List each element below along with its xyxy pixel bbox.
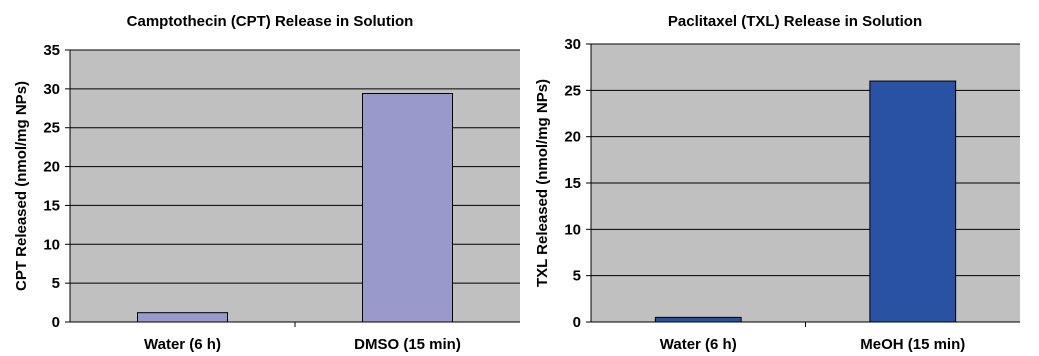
y-tick-label: 10 [564, 221, 581, 238]
bar [869, 80, 957, 323]
cpt-chart: Camptothecin (CPT) Release in Solution C… [13, 13, 520, 353]
x-tick-label: Water (6 h) [144, 336, 221, 353]
x-tick-label: MeOH (15 min) [860, 336, 965, 353]
txl-chart: Paclitaxel (TXL) Release in Solution TXL… [534, 13, 1020, 353]
plot-area: 0 5 10 15 20 25 30 35 Water (6 h) DMSO (15 min) [43, 42, 520, 353]
y-tick-label: 10 [43, 236, 60, 253]
y-tick-label: 15 [43, 197, 60, 214]
y-axis-title: CPT Released (nmol/mg NPs) [13, 81, 30, 291]
y-axis-title: TXL Released (nmol/mg NPs) [534, 79, 551, 287]
y-tick-label: 35 [43, 42, 60, 59]
bar [654, 316, 742, 323]
bar [362, 93, 453, 323]
y-tick-label: 25 [564, 82, 581, 99]
y-tick-label: 20 [43, 159, 60, 176]
y-tick-label: 5 [573, 268, 581, 285]
y-tick-label: 15 [564, 175, 581, 192]
bar [137, 312, 228, 323]
y-tick-label: 5 [52, 275, 60, 292]
x-tick-label: DMSO (15 min) [354, 336, 461, 353]
y-tick-label: 30 [43, 81, 60, 98]
y-tick-label: 30 [564, 36, 581, 53]
x-tick-label: Water (6 h) [660, 336, 737, 353]
y-tick-label: 20 [564, 129, 581, 146]
y-tick-label: 0 [52, 314, 60, 331]
chart-title: Paclitaxel (TXL) Release in Solution [668, 13, 922, 30]
chart-title: Camptothecin (CPT) Release in Solution [127, 13, 414, 30]
y-tick-label: 25 [43, 120, 60, 137]
y-tick-label: 0 [573, 314, 581, 331]
plot-area: 0 5 10 15 20 25 30 Water (6 h) MeOH (15 min) [564, 36, 1020, 353]
